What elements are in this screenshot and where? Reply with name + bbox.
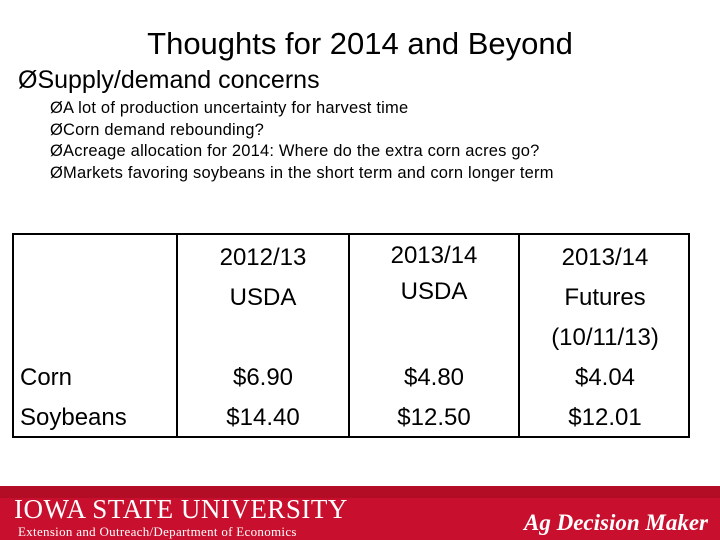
column-header: 2013/14 Futures (10/11/13): [551, 244, 659, 351]
university-logo: IOWA STATE UNIVERSITY: [14, 494, 348, 524]
row-label-corn: Corn: [20, 364, 73, 391]
sub-bullet-list: ØA lot of production uncertainty for har…: [50, 98, 554, 184]
footer-subtitle: Extension and Outreach/Department of Eco…: [18, 524, 297, 539]
sub-bullet-item: ØAcreage allocation for 2014: Where do t…: [50, 142, 540, 160]
table-cell: $4.04: [574, 364, 636, 391]
sub-bullet-item: ØMarkets favoring soybeans in the short …: [50, 163, 554, 182]
table-cell: $4.80: [403, 364, 465, 391]
table-cell: $12.50: [397, 404, 471, 431]
arrow-bullet-icon: Ø: [50, 163, 64, 182]
brand-logo: Ag Decision Maker: [524, 510, 708, 535]
column-header: 2013/14 USDA: [390, 242, 478, 305]
table-cell: $12.01: [568, 404, 642, 431]
table-divider: [518, 235, 520, 436]
footer-band: [0, 486, 720, 498]
table-cell: $14.40: [226, 404, 300, 431]
row-label-soybeans: Soybeans: [20, 404, 127, 431]
main-bullet-text: Supply/demand concerns: [37, 66, 320, 94]
arrow-bullet-icon: Ø: [50, 99, 64, 117]
table-cell: $6.90: [232, 364, 294, 391]
sub-bullet-item: ØA lot of production uncertainty for har…: [50, 99, 409, 117]
table-divider: [176, 235, 178, 436]
column-header: 2012/13 USDA: [219, 244, 307, 311]
arrow-bullet-icon: Ø: [50, 142, 64, 160]
slide-title: Thoughts for 2014 and Beyond: [147, 26, 573, 61]
table-divider: [348, 235, 350, 436]
footer-bar: IOWA STATE UNIVERSITY Extension and Outr…: [0, 486, 720, 540]
arrow-bullet-icon: Ø: [50, 120, 64, 139]
arrow-bullet-icon: Ø: [18, 66, 38, 94]
price-table: 2012/13 USDA 2013/14 USDA 2013/14 Future…: [12, 233, 690, 438]
sub-bullet-item: ØCorn demand rebounding?: [50, 120, 264, 139]
main-bullet: ØSupply/demand concerns: [18, 64, 320, 96]
